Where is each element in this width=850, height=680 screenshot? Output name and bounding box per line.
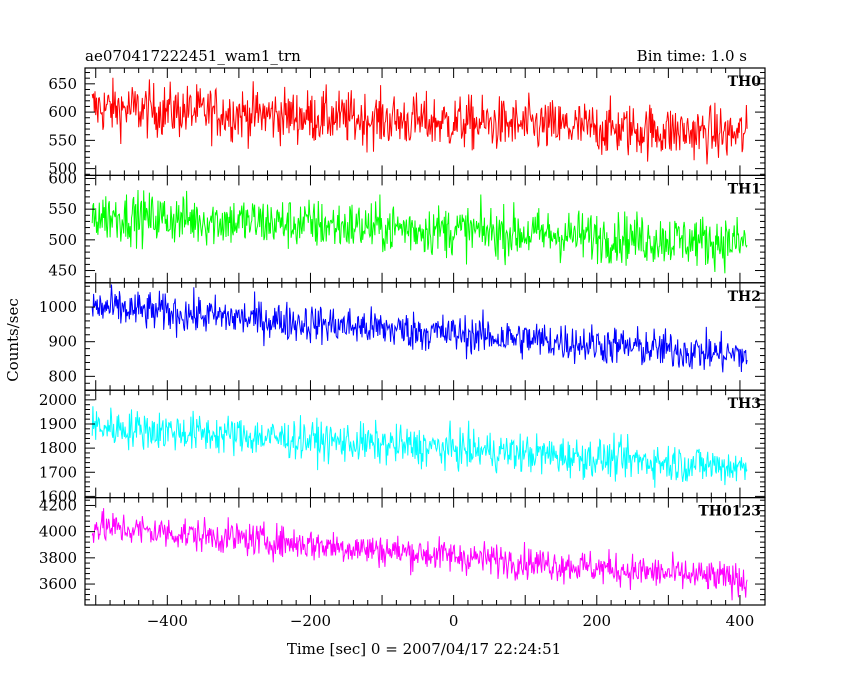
- series-line-th0: [91, 77, 748, 165]
- y-tick-label: 3600: [39, 575, 77, 593]
- y-tick-label: 550: [48, 131, 77, 149]
- y-tick-label: 1900: [39, 415, 77, 433]
- x-tick-label: −400: [147, 612, 188, 630]
- y-tick-label: 2000: [39, 391, 77, 409]
- x-tick-label: 200: [582, 612, 611, 630]
- series-line-th0123: [91, 508, 748, 601]
- y-tick-label: 500: [48, 231, 77, 249]
- x-axis-label: Time [sec] 0 = 2007/04/17 22:24:51: [287, 640, 561, 658]
- y-tick-label: 1700: [39, 463, 77, 481]
- series-line-th2: [91, 284, 748, 373]
- bin-time-label: Bin time: 1.0 s: [637, 47, 747, 65]
- y-tick-label: 500: [48, 160, 77, 178]
- panel-frame: [84, 389, 766, 499]
- y-tick-label: 450: [48, 262, 77, 280]
- panel-frame: [84, 497, 766, 606]
- y-tick-label: 800: [48, 367, 77, 385]
- series-line-th1: [91, 189, 748, 274]
- y-tick-label: 600: [48, 103, 77, 121]
- y-tick-label: 4000: [39, 523, 77, 541]
- y-tick-label: 650: [48, 75, 77, 93]
- y-tick-label: 1000: [39, 298, 77, 316]
- panel-label-th0: TH0: [728, 74, 762, 90]
- figure-title: ae070417222451_wam1_trn: [85, 47, 301, 65]
- y-tick-label: 4200: [39, 496, 77, 514]
- y-tick-label: 1800: [39, 439, 77, 457]
- y-tick-label: 1600: [39, 487, 77, 505]
- panel-label-th2: TH2: [728, 289, 761, 305]
- y-tick-label: 550: [48, 200, 77, 218]
- y-tick-label: 600: [48, 169, 77, 187]
- x-tick-label: −200: [290, 612, 331, 630]
- y-tick-label: 3800: [39, 549, 77, 567]
- x-tick-label: 400: [726, 612, 755, 630]
- y-tick-label: 900: [48, 333, 77, 351]
- panel-label-th1: TH1: [728, 181, 761, 197]
- panels-group: 650 600 550 500 TH0 600 550 500 450 TH1 1000 900 800…: [39, 67, 766, 630]
- series-line-th3: [91, 406, 748, 488]
- panel-label-th0123: TH0123: [698, 504, 761, 520]
- x-tick-label: 0: [449, 612, 459, 630]
- y-axis-label: Counts/sec: [4, 298, 22, 382]
- panel-label-th3: TH3: [728, 396, 761, 412]
